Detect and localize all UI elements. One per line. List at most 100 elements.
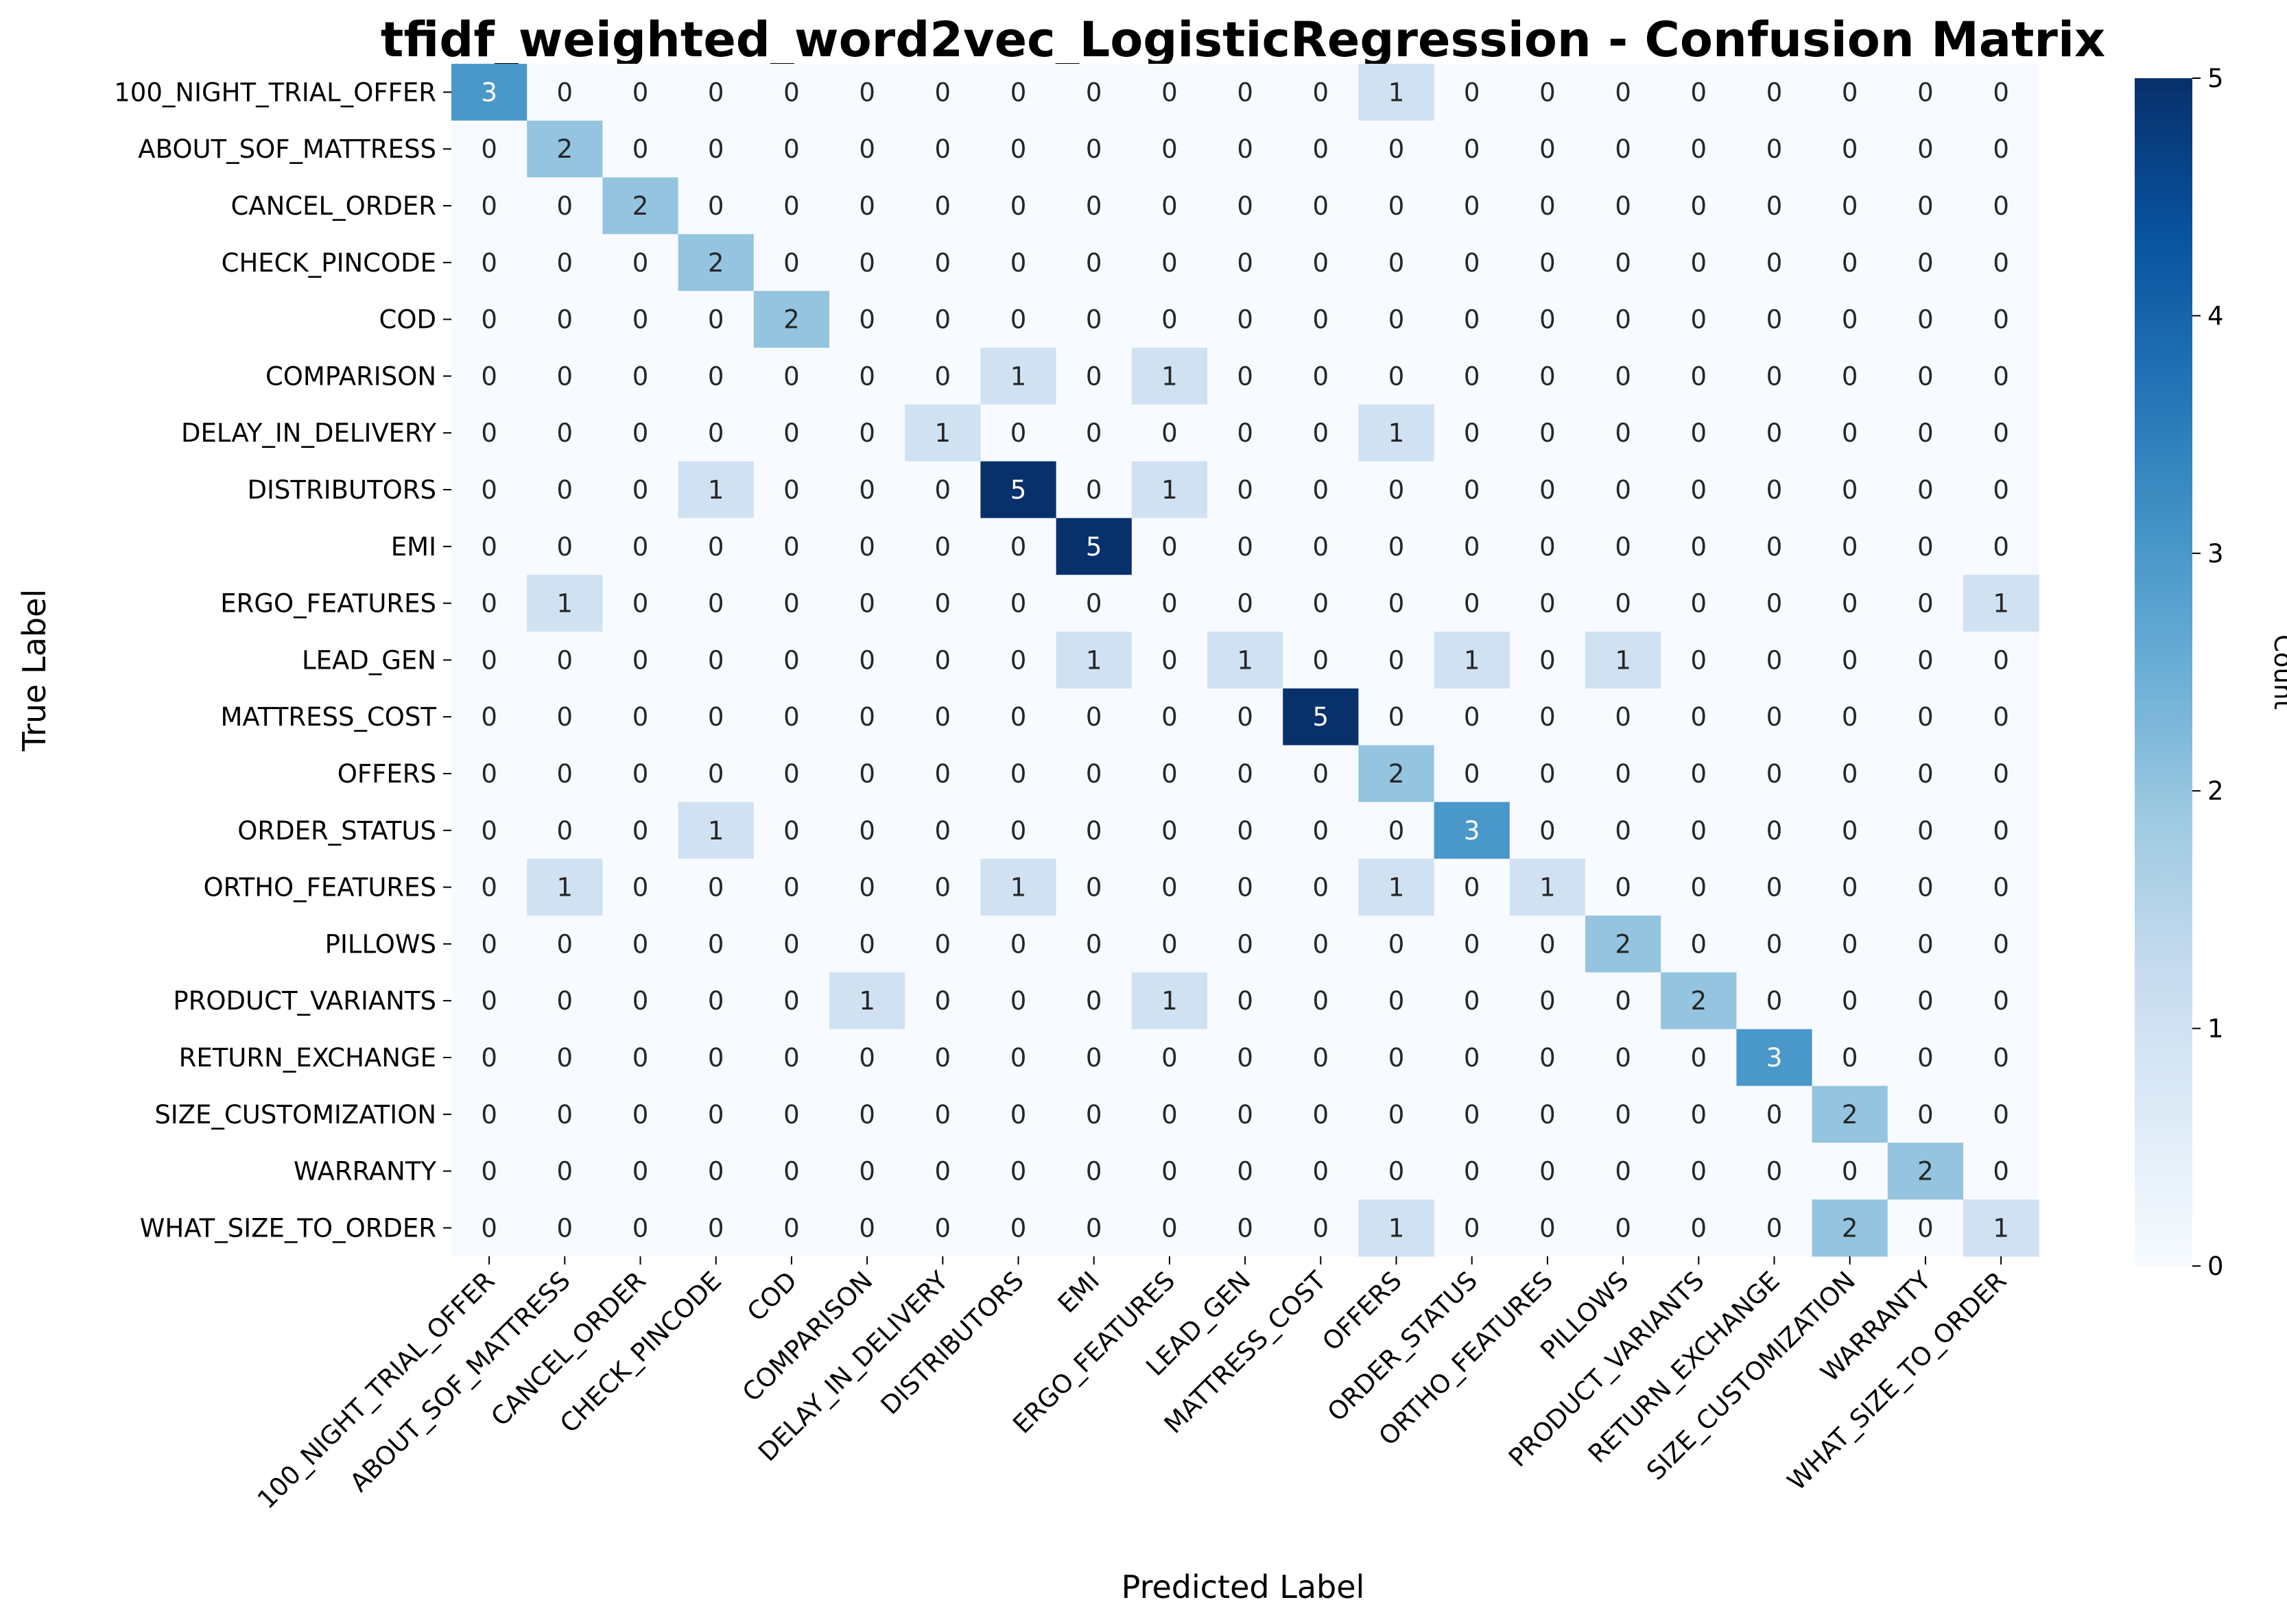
cell-value-label: 0 (935, 1157, 951, 1186)
heatmap-cell (1661, 177, 1737, 235)
heatmap-cell (1963, 575, 2039, 632)
heatmap-cell (1283, 120, 1359, 178)
heatmap-cell (451, 461, 528, 518)
cell-value-label: 0 (632, 702, 649, 732)
heatmap-cell (1509, 802, 1586, 859)
cell-value-label: 0 (859, 1043, 875, 1073)
heatmap-cell (1131, 859, 1208, 916)
heatmap-cell (1963, 916, 2039, 973)
cell-value-label: 0 (481, 1043, 497, 1073)
cell-value-label: 0 (1691, 873, 1707, 903)
heatmap-cell (1131, 1029, 1208, 1086)
heatmap-cell (451, 575, 528, 632)
heatmap-cell (1812, 688, 1888, 746)
cell-value-label: 0 (1691, 305, 1707, 335)
cell-value-label: 0 (1842, 191, 1858, 221)
cell-value-label: 0 (1086, 1100, 1102, 1130)
cell-value-label: 0 (1464, 986, 1480, 1016)
cell-value-label: 0 (1691, 475, 1707, 505)
cell-value-label: 0 (1237, 77, 1253, 107)
cell-value-label: 1 (708, 816, 724, 846)
cell-value-label: 0 (1464, 305, 1480, 335)
colorbar-tick-label: 3 (2207, 539, 2224, 569)
heatmap-cell (451, 177, 528, 235)
heatmap-cell (1207, 575, 1283, 632)
cell-value-label: 0 (1388, 134, 1405, 164)
cell-value-label: 0 (935, 1100, 951, 1130)
cell-value-label: 0 (1917, 248, 1934, 278)
cell-value-label: 0 (1539, 532, 1556, 562)
cell-value-label: 0 (1313, 361, 1329, 391)
cell-value-label: 0 (1766, 191, 1783, 221)
cell-value-label: 0 (1237, 986, 1253, 1016)
heatmap-cell (1207, 64, 1283, 121)
heatmap-cell (980, 518, 1057, 575)
cell-value-label: 0 (557, 816, 573, 846)
cell-value-label: 0 (1917, 759, 1934, 789)
heatmap-cell (602, 64, 679, 121)
heatmap-cell (1509, 291, 1586, 348)
heatmap-cell (905, 1199, 981, 1257)
heatmap-cell (527, 972, 603, 1030)
cell-value-label: 0 (1161, 1213, 1178, 1243)
heatmap-cell (905, 632, 981, 689)
heatmap-cell (829, 972, 905, 1030)
cell-value-label: 0 (1691, 248, 1707, 278)
heatmap-cell (1207, 688, 1283, 746)
cell-value-label: 1 (1993, 589, 2009, 619)
cell-value-label: 3 (1766, 1043, 1783, 1073)
heatmap-cell (1283, 291, 1359, 348)
heatmap-cell (1358, 1029, 1435, 1086)
heatmap-cell (1434, 461, 1510, 518)
heatmap-cell (1358, 972, 1435, 1030)
cell-value-label: 0 (1010, 305, 1027, 335)
cell-value-label: 0 (1993, 418, 2009, 448)
cell-value-label: 0 (1539, 1043, 1556, 1073)
y-tick-label: EMI (391, 532, 436, 562)
cell-value-label: 0 (1237, 418, 1253, 448)
cell-value-label: 0 (481, 1157, 497, 1186)
heatmap-cell (602, 1029, 679, 1086)
cell-value-label: 0 (783, 645, 800, 675)
heatmap-cell (1207, 632, 1283, 689)
heatmap-cell (1812, 745, 1888, 802)
cell-value-label: 0 (1010, 816, 1027, 846)
cell-value-label: 0 (481, 589, 497, 619)
cell-value-label: 0 (859, 702, 875, 732)
heatmap-cell (1509, 120, 1586, 178)
heatmap-cell (1812, 291, 1888, 348)
heatmap-cell (602, 745, 679, 802)
heatmap-cell (1736, 404, 1813, 462)
heatmap-cell (1963, 802, 2039, 859)
heatmap-cell (1056, 291, 1133, 348)
cell-value-label: 0 (1691, 532, 1707, 562)
cell-value-label: 0 (935, 475, 951, 505)
heatmap-cell (1736, 1086, 1813, 1143)
cell-value-label: 0 (783, 702, 800, 732)
cell-value-label: 0 (1237, 759, 1253, 789)
heatmap-cell (1131, 1199, 1208, 1257)
cell-value-label: 0 (1842, 361, 1858, 391)
cell-value-label: 0 (1691, 361, 1707, 391)
cell-value-label: 0 (1237, 134, 1253, 164)
heatmap-cell (1131, 575, 1208, 632)
cell-value-label: 0 (935, 816, 951, 846)
heatmap-cell (1812, 404, 1888, 462)
cell-value-label: 0 (632, 248, 649, 278)
cell-value-label: 0 (1615, 77, 1631, 107)
cell-value-label: 0 (481, 929, 497, 959)
heatmap-cell (1736, 859, 1813, 916)
x-tick-label: DISTRIBUTORS (875, 1266, 1030, 1420)
heatmap-cell (678, 916, 755, 973)
cell-value-label: 0 (1766, 816, 1783, 846)
heatmap-cell (1509, 916, 1586, 973)
cell-value-label: 0 (935, 248, 951, 278)
heatmap-cell (1585, 518, 1661, 575)
cell-value-label: 0 (1161, 1100, 1178, 1130)
heatmap-cell (980, 575, 1057, 632)
cell-value-label: 0 (632, 929, 649, 959)
cell-value-label: 0 (859, 645, 875, 675)
heatmap-cell (1585, 234, 1661, 291)
heatmap-cell (1509, 234, 1586, 291)
heatmap-cell (980, 348, 1057, 405)
